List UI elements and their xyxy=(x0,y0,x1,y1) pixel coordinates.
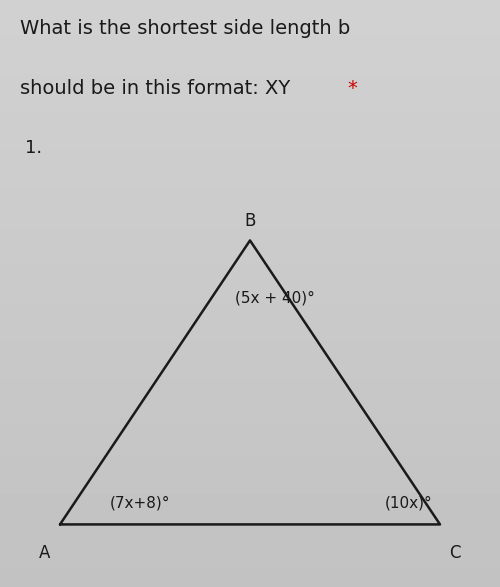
Text: should be in this format: XY: should be in this format: XY xyxy=(20,79,296,98)
Text: B: B xyxy=(244,212,256,230)
Text: *: * xyxy=(348,79,358,98)
Text: A: A xyxy=(40,544,50,562)
Text: What is the shortest side length b: What is the shortest side length b xyxy=(20,19,350,38)
Text: 1.: 1. xyxy=(25,139,42,157)
Text: C: C xyxy=(449,544,461,562)
Text: (10x)°: (10x)° xyxy=(385,495,433,510)
Text: (5x + 40)°: (5x + 40)° xyxy=(235,291,315,306)
Text: (7x+8)°: (7x+8)° xyxy=(110,495,170,510)
